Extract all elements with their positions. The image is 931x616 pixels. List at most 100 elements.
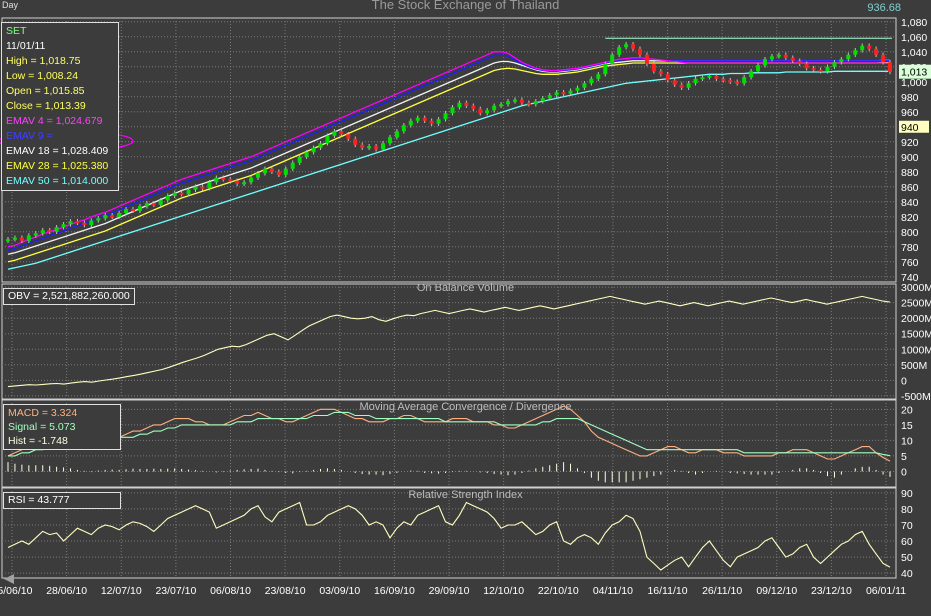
- panel-frame-2: [1, 399, 897, 488]
- period-label: Day: [2, 0, 19, 10]
- info-emav18: EMAV 18 = 1,028.409: [6, 145, 109, 157]
- candle-body: [658, 71, 663, 75]
- candle-body: [888, 62, 892, 72]
- candle-body: [804, 63, 809, 69]
- candle-body: [47, 230, 52, 233]
- chart-header: Day The Stock Exchange of Thailand 936.6…: [0, 0, 931, 16]
- x-tick-label: 03/09/10: [319, 585, 360, 597]
- candle-body: [693, 78, 698, 84]
- info-emav9: EMAV 9 =: [6, 130, 53, 142]
- candle-body: [131, 209, 136, 212]
- candle-body: [318, 143, 323, 148]
- signal-line: [8, 411, 891, 457]
- y-tick-label: 740: [901, 272, 919, 284]
- obv-value-label: OBV = 2,521,882,260.000: [3, 288, 135, 305]
- info-emav50: EMAV 50 = 1,014.000: [6, 175, 109, 187]
- price-info-box: SET 11/01/11 High = 1,018.75 Low = 1,008…: [1, 22, 119, 191]
- candle-body: [506, 101, 511, 105]
- candle-body: [776, 54, 781, 57]
- candle-body: [867, 45, 872, 49]
- chart-title: The Stock Exchange of Thailand: [371, 0, 560, 12]
- candle-body: [325, 135, 330, 144]
- candle-body: [783, 54, 788, 58]
- candle-body: [818, 69, 823, 72]
- candle-body: [346, 134, 351, 139]
- y-tick-label: 780: [901, 242, 919, 254]
- y-tick-label: 900: [901, 152, 919, 164]
- candle-body: [749, 71, 754, 78]
- candle-body: [519, 99, 524, 103]
- candle-body: [846, 54, 851, 60]
- candle-body: [374, 146, 379, 150]
- candle-body: [353, 138, 358, 145]
- y-tick-label: 0: [901, 375, 907, 387]
- candle-body: [624, 44, 629, 48]
- info-close: Close = 1,013.39: [6, 100, 86, 112]
- marked-level-tag: [899, 120, 929, 133]
- candle-body: [26, 235, 31, 241]
- candle-body: [582, 83, 587, 88]
- candle-body: [540, 98, 545, 102]
- current-price-tag: [899, 64, 931, 79]
- candle-body: [207, 182, 212, 189]
- candle-body: [832, 62, 837, 67]
- ema-line-emav50: [7, 70, 890, 270]
- candle-body: [735, 81, 740, 84]
- macd-panel-title: Moving Average Convergence / Divergence: [359, 401, 572, 413]
- candle-body: [103, 215, 108, 219]
- candle-body: [853, 50, 858, 55]
- y-tick-label: 800: [901, 227, 919, 239]
- candle-body: [75, 221, 80, 224]
- y-tick-label: 15: [901, 420, 913, 432]
- candle-body: [33, 233, 38, 236]
- candle-body: [214, 177, 219, 183]
- y-tick-label: 880: [901, 167, 919, 179]
- candle-body: [422, 117, 427, 121]
- candle-body: [415, 117, 420, 121]
- candle-body: [124, 209, 129, 213]
- y-tick-label: 760: [901, 257, 919, 269]
- candle-body: [526, 102, 531, 105]
- rsi-line: [7, 501, 891, 571]
- scroll-left-arrow-icon[interactable]: [4, 574, 14, 584]
- candle-body: [19, 237, 24, 241]
- candle-body: [533, 101, 538, 105]
- candle-body: [547, 95, 552, 99]
- y-tick-label: 10: [901, 435, 913, 447]
- info-date: 11/01/11: [6, 40, 46, 52]
- y-tick-label: 500M: [901, 360, 927, 372]
- x-tick-label: 04/11/10: [593, 585, 633, 597]
- candle-body: [721, 78, 726, 81]
- candle-body: [700, 77, 705, 80]
- y-tick-label: 840: [901, 197, 919, 209]
- y-tick-label: 40: [901, 568, 913, 580]
- info-high: High = 1,018.75: [6, 55, 81, 67]
- y-tick-label: 920: [901, 137, 919, 149]
- candle-body: [235, 180, 240, 184]
- rsi-panel-title: Relative Strength Index: [408, 489, 523, 501]
- candle-body: [387, 137, 392, 144]
- candle-body: [860, 45, 865, 51]
- candle-body: [158, 200, 163, 205]
- candle-body: [561, 92, 566, 95]
- y-tick-label: 1,040: [901, 47, 927, 59]
- candle-body: [443, 113, 448, 120]
- y-tick-label: 2000M: [901, 313, 931, 325]
- x-tick-label: 29/09/10: [429, 585, 470, 597]
- candle-body: [617, 47, 622, 55]
- y-tick-label: 960: [901, 107, 919, 119]
- x-tick-label: 12/10/10: [483, 585, 524, 597]
- candle-body: [381, 143, 386, 150]
- candle-body: [575, 87, 580, 91]
- x-tick-label: 23/07/10: [155, 585, 196, 597]
- candle-body: [554, 92, 559, 96]
- candle-body: [276, 171, 281, 175]
- candle-body: [249, 177, 254, 183]
- candle-body: [762, 59, 767, 66]
- candle-body: [644, 54, 649, 64]
- candle-body: [172, 192, 177, 196]
- candle-body: [686, 83, 691, 88]
- x-tick-label: 22/10/10: [538, 585, 579, 597]
- candle-body: [54, 227, 59, 232]
